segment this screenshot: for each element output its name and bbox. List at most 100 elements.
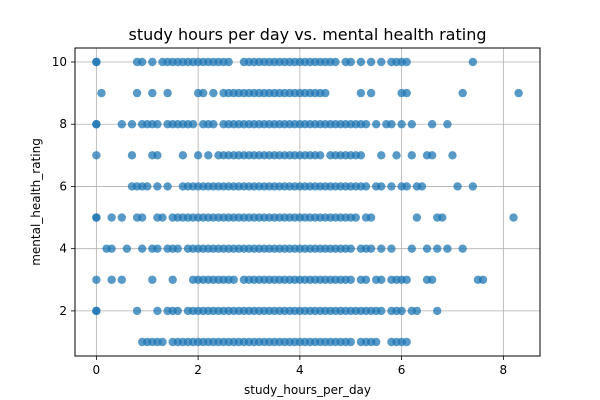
- y-tick-label: 8: [59, 117, 67, 131]
- data-point: [412, 213, 422, 222]
- data-point: [173, 244, 182, 253]
- data-point: [397, 120, 406, 129]
- data-point: [92, 120, 101, 129]
- data-point: [229, 275, 238, 284]
- data-point: [387, 182, 396, 191]
- data-point: [377, 244, 386, 253]
- data-point: [427, 275, 437, 284]
- data-point: [178, 151, 188, 160]
- data-point: [402, 275, 411, 284]
- data-point: [402, 182, 411, 191]
- data-point: [92, 275, 101, 284]
- data-point: [361, 275, 371, 284]
- data-point: [514, 88, 523, 98]
- data-point: [371, 337, 381, 347]
- data-point: [478, 275, 488, 284]
- data-point: [402, 337, 411, 347]
- y-axis-label: mental_health_rating: [29, 138, 43, 266]
- data-point: [448, 151, 457, 160]
- ticks-layer: 0 2 4 6 8 2 4 6 8 10: [52, 55, 507, 377]
- data-point: [132, 306, 142, 316]
- data-point: [397, 306, 406, 316]
- data-point: [356, 88, 366, 98]
- x-tick-label: 2: [194, 363, 202, 377]
- data-point: [92, 57, 101, 67]
- data-point: [199, 88, 208, 98]
- data-point: [173, 306, 182, 316]
- data-point: [407, 120, 416, 129]
- data-point: [468, 182, 478, 191]
- plot-area-background: [75, 48, 540, 356]
- data-point: [377, 275, 386, 284]
- data-point: [122, 244, 132, 253]
- points-layer: [92, 57, 523, 347]
- data-point: [468, 57, 478, 67]
- data-point: [92, 306, 101, 316]
- data-point: [158, 337, 167, 347]
- x-tick-label: 8: [500, 363, 508, 377]
- plot-frame: [74, 47, 541, 357]
- data-point: [458, 88, 467, 98]
- data-point: [366, 57, 376, 67]
- data-point: [316, 151, 325, 160]
- data-point: [163, 182, 172, 191]
- data-point: [458, 244, 467, 253]
- data-point: [321, 88, 330, 98]
- data-point: [346, 244, 355, 253]
- data-point: [143, 182, 152, 191]
- data-point: [438, 213, 447, 222]
- data-point: [153, 151, 162, 160]
- data-point: [346, 275, 355, 284]
- data-point: [107, 275, 116, 284]
- data-point: [107, 244, 116, 253]
- data-point: [377, 182, 386, 191]
- x-tick-label: 6: [398, 363, 406, 377]
- data-point: [387, 244, 396, 253]
- data-point: [417, 182, 427, 191]
- data-point: [377, 151, 386, 160]
- data-point: [427, 120, 437, 129]
- data-point: [412, 306, 422, 316]
- data-point: [107, 213, 116, 222]
- data-point: [433, 306, 442, 316]
- data-point: [356, 57, 366, 67]
- data-point: [422, 244, 432, 253]
- data-point: [331, 57, 340, 67]
- data-point: [427, 151, 437, 160]
- data-point: [361, 182, 371, 191]
- data-point: [137, 57, 147, 67]
- data-point: [387, 120, 396, 129]
- data-point: [97, 88, 106, 98]
- data-point: [356, 151, 366, 160]
- y-tick-label: 2: [59, 304, 67, 318]
- data-point: [204, 151, 213, 160]
- data-point: [127, 151, 137, 160]
- data-point: [132, 88, 142, 98]
- y-tick-label: 6: [59, 179, 67, 193]
- data-point: [92, 213, 101, 222]
- data-point: [361, 120, 371, 129]
- data-point: [346, 337, 355, 347]
- data-point: [402, 57, 411, 67]
- data-point: [366, 88, 376, 98]
- data-point: [153, 244, 162, 253]
- data-point: [117, 275, 127, 284]
- x-axis-label: study_hours_per_day: [244, 383, 371, 397]
- y-tick-label: 10: [52, 55, 67, 69]
- data-point: [193, 151, 203, 160]
- data-point: [377, 57, 386, 67]
- data-point: [188, 120, 198, 129]
- data-point: [209, 120, 218, 129]
- data-point: [377, 306, 386, 316]
- data-point: [153, 120, 162, 129]
- data-point: [168, 275, 177, 284]
- data-point: [148, 275, 157, 284]
- data-point: [392, 151, 401, 160]
- data-point: [163, 88, 172, 98]
- data-point: [224, 57, 233, 67]
- data-point: [453, 182, 462, 191]
- data-point: [402, 88, 411, 98]
- y-tick-label: 4: [59, 242, 67, 256]
- data-point: [443, 244, 452, 253]
